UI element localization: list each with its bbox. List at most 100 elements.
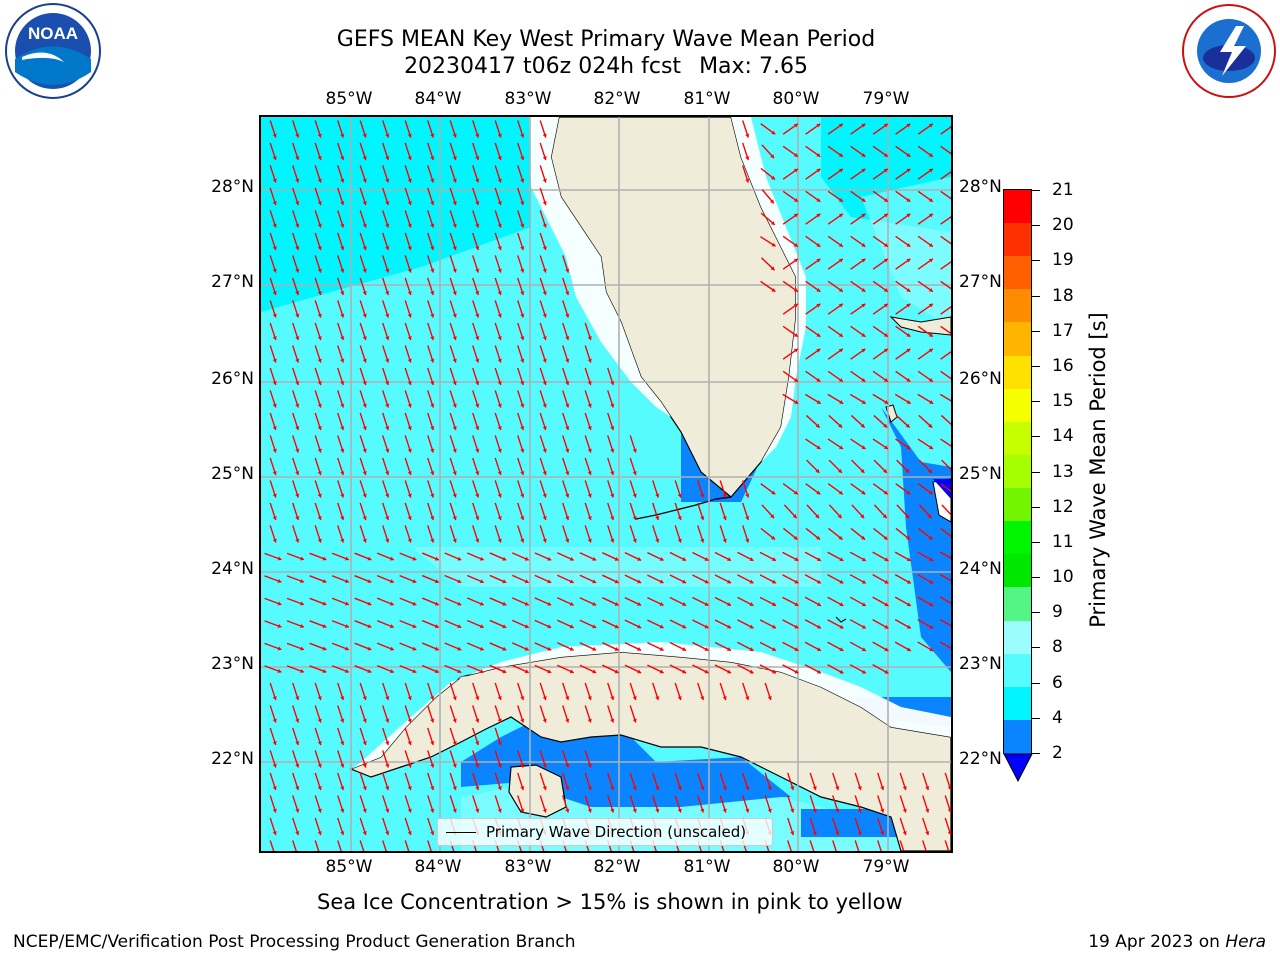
wave-arrow-head (950, 516, 951, 518)
lon-label-bottom: 81°W (683, 857, 731, 877)
wave-arrow-head (906, 647, 911, 652)
wave-arrow (404, 840, 410, 851)
colorbar-tick (1032, 190, 1040, 191)
colorbar-tick (1032, 225, 1040, 227)
colorbar-tick-label: 9 (1052, 602, 1063, 623)
wave-arrow (940, 126, 951, 135)
wave-arrow-head (902, 786, 907, 791)
wave-arrow-head (367, 669, 372, 674)
wave-arrow-head (452, 786, 457, 791)
wave-arrow-head (659, 602, 664, 606)
colorbar-segment (1004, 554, 1031, 589)
wave-arrow-head (430, 448, 435, 453)
wave-arrow-head (928, 242, 933, 247)
wave-arrow-head (794, 624, 799, 629)
wave-arrow-head (362, 381, 367, 386)
wave-arrow-head (632, 538, 637, 543)
wave-arrow-head (542, 808, 547, 813)
wave-arrow (939, 596, 951, 605)
wave-arrow-head (542, 696, 547, 701)
colorbar-tick (1032, 577, 1040, 579)
wave-arrow-head (816, 669, 821, 674)
colorbar-tick (1032, 506, 1040, 508)
wave-arrow-head (884, 579, 889, 584)
wave-arrow-head (362, 336, 367, 341)
wave-arrow-head (632, 808, 637, 813)
chart-subtitle: 20230417 t06z 024h fcst Max: 7.65 (256, 54, 956, 80)
wave-arrow-head (475, 493, 480, 498)
colorbar-tick (1032, 612, 1040, 614)
wave-arrow-head (362, 291, 367, 296)
wave-arrow-head (677, 493, 682, 498)
colorbar-segment (1004, 488, 1031, 523)
wave-arrow-head (745, 696, 750, 701)
wave-arrow-head (700, 516, 705, 521)
wave-arrow-head (317, 403, 322, 408)
wave-arrow (940, 370, 951, 380)
wave-arrow-head (793, 332, 798, 337)
wave-arrow-head (407, 696, 412, 701)
wave-arrow-head (610, 381, 615, 386)
wave-arrow-head (295, 718, 300, 723)
wave-arrow (940, 414, 951, 426)
wave-arrow-head (727, 647, 732, 651)
wave-arrow-head (317, 493, 322, 498)
colorbar-tick-label: 21 (1052, 180, 1074, 200)
wave-arrow-head (502, 646, 507, 651)
wave-arrow-head (857, 831, 862, 836)
wave-arrow-head (340, 178, 345, 183)
wave-arrow-head (520, 696, 525, 701)
wave-arrow-head (475, 741, 480, 746)
wave-arrow-head (475, 718, 480, 723)
wave-arrow-head (569, 646, 574, 651)
wave-arrow-head (816, 213, 821, 218)
wave-arrow-head (565, 786, 570, 791)
wave-arrow-head (816, 377, 821, 382)
wave-arrow-head (812, 831, 817, 836)
wave-arrow-head (906, 400, 911, 404)
wave-arrow-head (610, 403, 615, 408)
wave-arrow-head (704, 669, 709, 674)
wave-arrow-head (704, 557, 709, 561)
wave-arrow-head (520, 493, 525, 498)
wave-arrow-head (928, 303, 933, 308)
wave-arrow-head (929, 579, 934, 584)
wave-arrow-head (317, 268, 322, 273)
wave-arrow-head (542, 201, 547, 206)
colorbar-tick (1032, 471, 1040, 473)
wave-arrow-head (362, 538, 367, 543)
wave-arrow-head (947, 831, 951, 836)
wave-arrow-head (385, 381, 390, 386)
wave-arrow-head (407, 336, 412, 341)
wave-arrow-head (497, 156, 502, 161)
wave-arrow-head (317, 156, 322, 161)
wave-arrow-head (794, 579, 799, 584)
wave-arrow-head (861, 152, 866, 157)
wave-arrow-head (520, 246, 525, 251)
wave-arrow-head (704, 624, 709, 629)
wave-arrow-head (497, 763, 502, 768)
wave-arrow-head (272, 381, 277, 386)
colorbar (1003, 189, 1032, 754)
wave-arrow (940, 171, 951, 180)
wave-arrow-head (385, 403, 390, 408)
wave-arrow-head (524, 556, 529, 561)
lat-label-right: 22°N (959, 749, 1002, 769)
wave-arrow-head (790, 808, 795, 813)
wave-arrow-head (770, 221, 775, 225)
wave-arrow-head (700, 538, 705, 543)
wave-arrow-head (906, 287, 911, 292)
wave-arrow-head (340, 403, 345, 408)
wave-arrow-head (524, 646, 529, 651)
wave-arrow-head (929, 602, 934, 607)
wave-arrow-head (587, 471, 592, 476)
wave-arrow-head (793, 348, 798, 353)
wave-arrow-head (272, 471, 277, 476)
wave-arrow-head (317, 808, 322, 813)
wave-arrow-head (542, 516, 547, 521)
wave-arrow-head (542, 178, 547, 183)
wave-arrow-head (277, 623, 282, 628)
wave-arrow-head (407, 178, 412, 183)
wave-arrow-head (430, 268, 435, 273)
wave-arrow-head (475, 246, 480, 251)
